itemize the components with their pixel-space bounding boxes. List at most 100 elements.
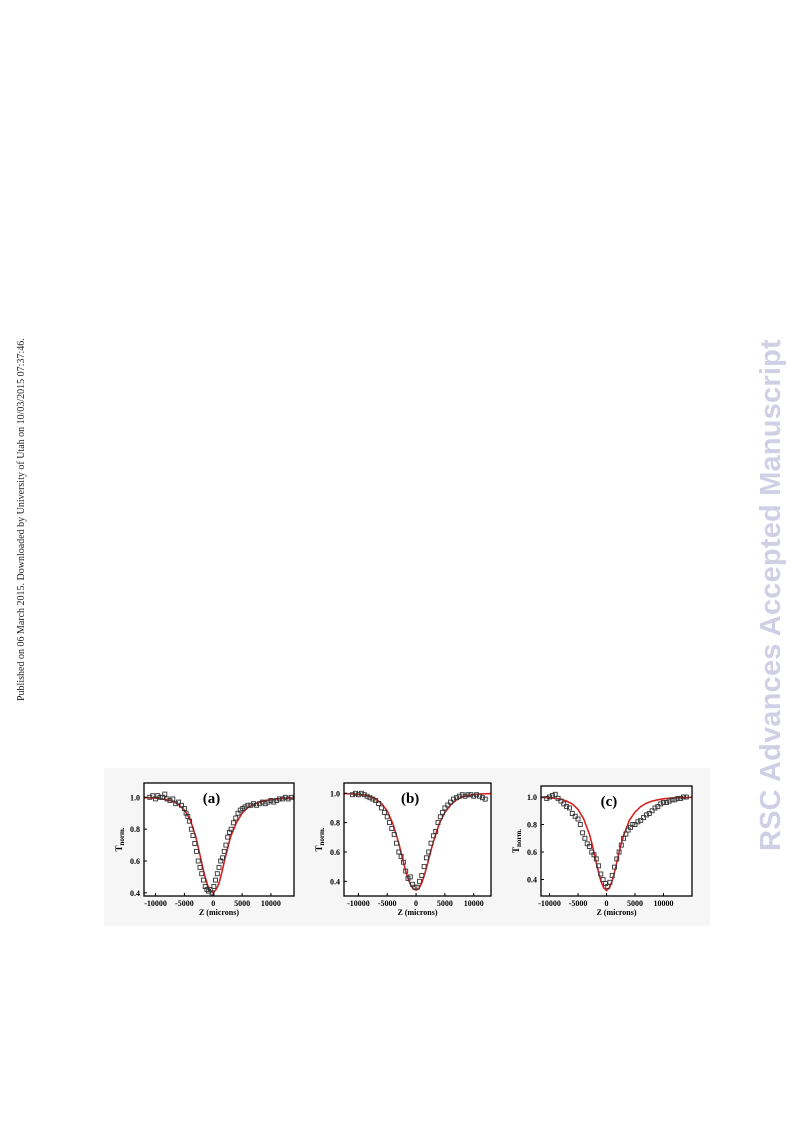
data-point	[400, 859, 406, 865]
data-point	[482, 796, 488, 802]
data-point	[185, 813, 191, 819]
y-axis-label: Tnorm.	[114, 827, 126, 851]
data-point	[663, 800, 669, 805]
x-tick-label: -5000	[175, 899, 194, 908]
chart-panel-a: -10000 -5000 0 5000 10000 0.4 0.6 0.8 1.0 Z (micr…	[114, 782, 295, 917]
data-point	[549, 793, 555, 799]
data-point	[181, 806, 187, 811]
data-point	[421, 864, 427, 870]
x-tick-label: 5000	[234, 899, 250, 908]
download-notice: Published on 06 March 2015. Downloaded b…	[14, 0, 28, 1121]
download-notice-text: Published on 06 March 2015. Downloaded b…	[15, 338, 27, 701]
x-tick-label: -10000	[347, 899, 370, 908]
chart-panel-c: -10000 -5000 0 5000 10000 0.4 0.6 0.8 1.0 Z (micr…	[511, 785, 693, 917]
data-point	[632, 822, 638, 827]
data-point	[423, 855, 429, 861]
data-point	[221, 848, 227, 854]
data-point	[391, 831, 397, 837]
plot-frame	[143, 782, 295, 897]
journal-watermark-text: RSC Advances Accepted Manuscript	[755, 339, 787, 851]
data-point	[214, 871, 220, 877]
data-point	[456, 793, 462, 799]
data-point	[555, 795, 561, 801]
data-point	[419, 873, 425, 878]
data-point	[211, 884, 217, 889]
data-point	[176, 799, 182, 805]
data-point	[638, 817, 644, 823]
y-tick-label: 0.4	[330, 877, 340, 886]
data-point	[558, 798, 564, 804]
y-tick-label: 1.0	[130, 793, 140, 802]
data-point	[459, 792, 465, 798]
panel-label: (a)	[203, 791, 221, 807]
data-point	[572, 813, 578, 819]
data-point	[618, 842, 624, 848]
data-point	[188, 826, 194, 832]
data-point	[220, 855, 225, 861]
data-point	[564, 804, 570, 810]
data-point	[194, 848, 199, 854]
data-point	[672, 797, 678, 803]
data-point	[277, 796, 283, 802]
data-point	[547, 794, 552, 800]
y-tick-label: 0.6	[330, 848, 340, 857]
x-tick-label: 5000	[627, 899, 643, 908]
data-point	[384, 814, 390, 820]
data-point	[474, 792, 480, 798]
data-point	[580, 830, 586, 836]
journal-watermark: RSC Advances Accepted Manuscript	[755, 0, 787, 1121]
plot-frame	[540, 785, 693, 897]
y-axis-label: Tnorm.	[511, 829, 523, 853]
data-point	[233, 815, 239, 821]
x-tick-label: 10000	[464, 899, 484, 908]
data-point	[381, 809, 387, 815]
data-point	[367, 795, 373, 801]
data-point	[614, 856, 620, 862]
data-point	[598, 871, 604, 877]
data-point	[228, 826, 234, 832]
data-point	[646, 811, 652, 816]
data-point	[479, 795, 485, 801]
data-point	[561, 801, 567, 807]
x-tick-label: 0	[605, 899, 609, 908]
data-point	[669, 797, 675, 803]
data-point	[477, 793, 482, 799]
data-point	[596, 863, 602, 869]
x-tick-label: -5000	[378, 899, 397, 908]
data-point	[387, 820, 392, 826]
data-point	[192, 841, 198, 846]
plot-area	[344, 783, 491, 896]
data-point	[209, 890, 215, 896]
data-point	[162, 791, 168, 797]
x-tick-label: -10000	[144, 899, 167, 908]
data-point	[433, 828, 439, 834]
data-point	[643, 812, 649, 818]
z-scan-figure: -10000 -5000 0 5000 10000 0.4 0.6 0.8 1.0 Z (micr…	[104, 768, 710, 926]
data-point	[607, 879, 613, 885]
x-axis-label: Z (microns)	[199, 908, 239, 917]
y-tick-label: 0.8	[130, 825, 140, 834]
y-tick-label: 0.4	[130, 889, 140, 898]
data-point	[225, 834, 231, 840]
x-axis-label: Z (microns)	[596, 908, 636, 917]
data-point	[288, 794, 294, 800]
x-tick-label: -10000	[538, 899, 561, 908]
y-tick-label: 0.4	[527, 876, 537, 885]
data-point	[428, 840, 434, 846]
x-tick-label: 5000	[437, 899, 453, 908]
data-point	[616, 849, 622, 855]
data-point	[471, 793, 477, 799]
x-tick-label: 0	[414, 899, 418, 908]
x-tick-label: 10000	[654, 899, 674, 908]
data-point	[376, 801, 382, 806]
data-point	[350, 792, 356, 798]
y-axis-label: Tnorm.	[314, 827, 326, 851]
data-point	[666, 798, 672, 804]
y-tick-label: 0.6	[130, 857, 140, 866]
data-point	[403, 868, 409, 874]
data-point	[379, 805, 384, 811]
data-point	[435, 820, 441, 826]
data-point	[649, 808, 655, 814]
data-point	[462, 793, 468, 799]
data-point	[394, 840, 399, 846]
